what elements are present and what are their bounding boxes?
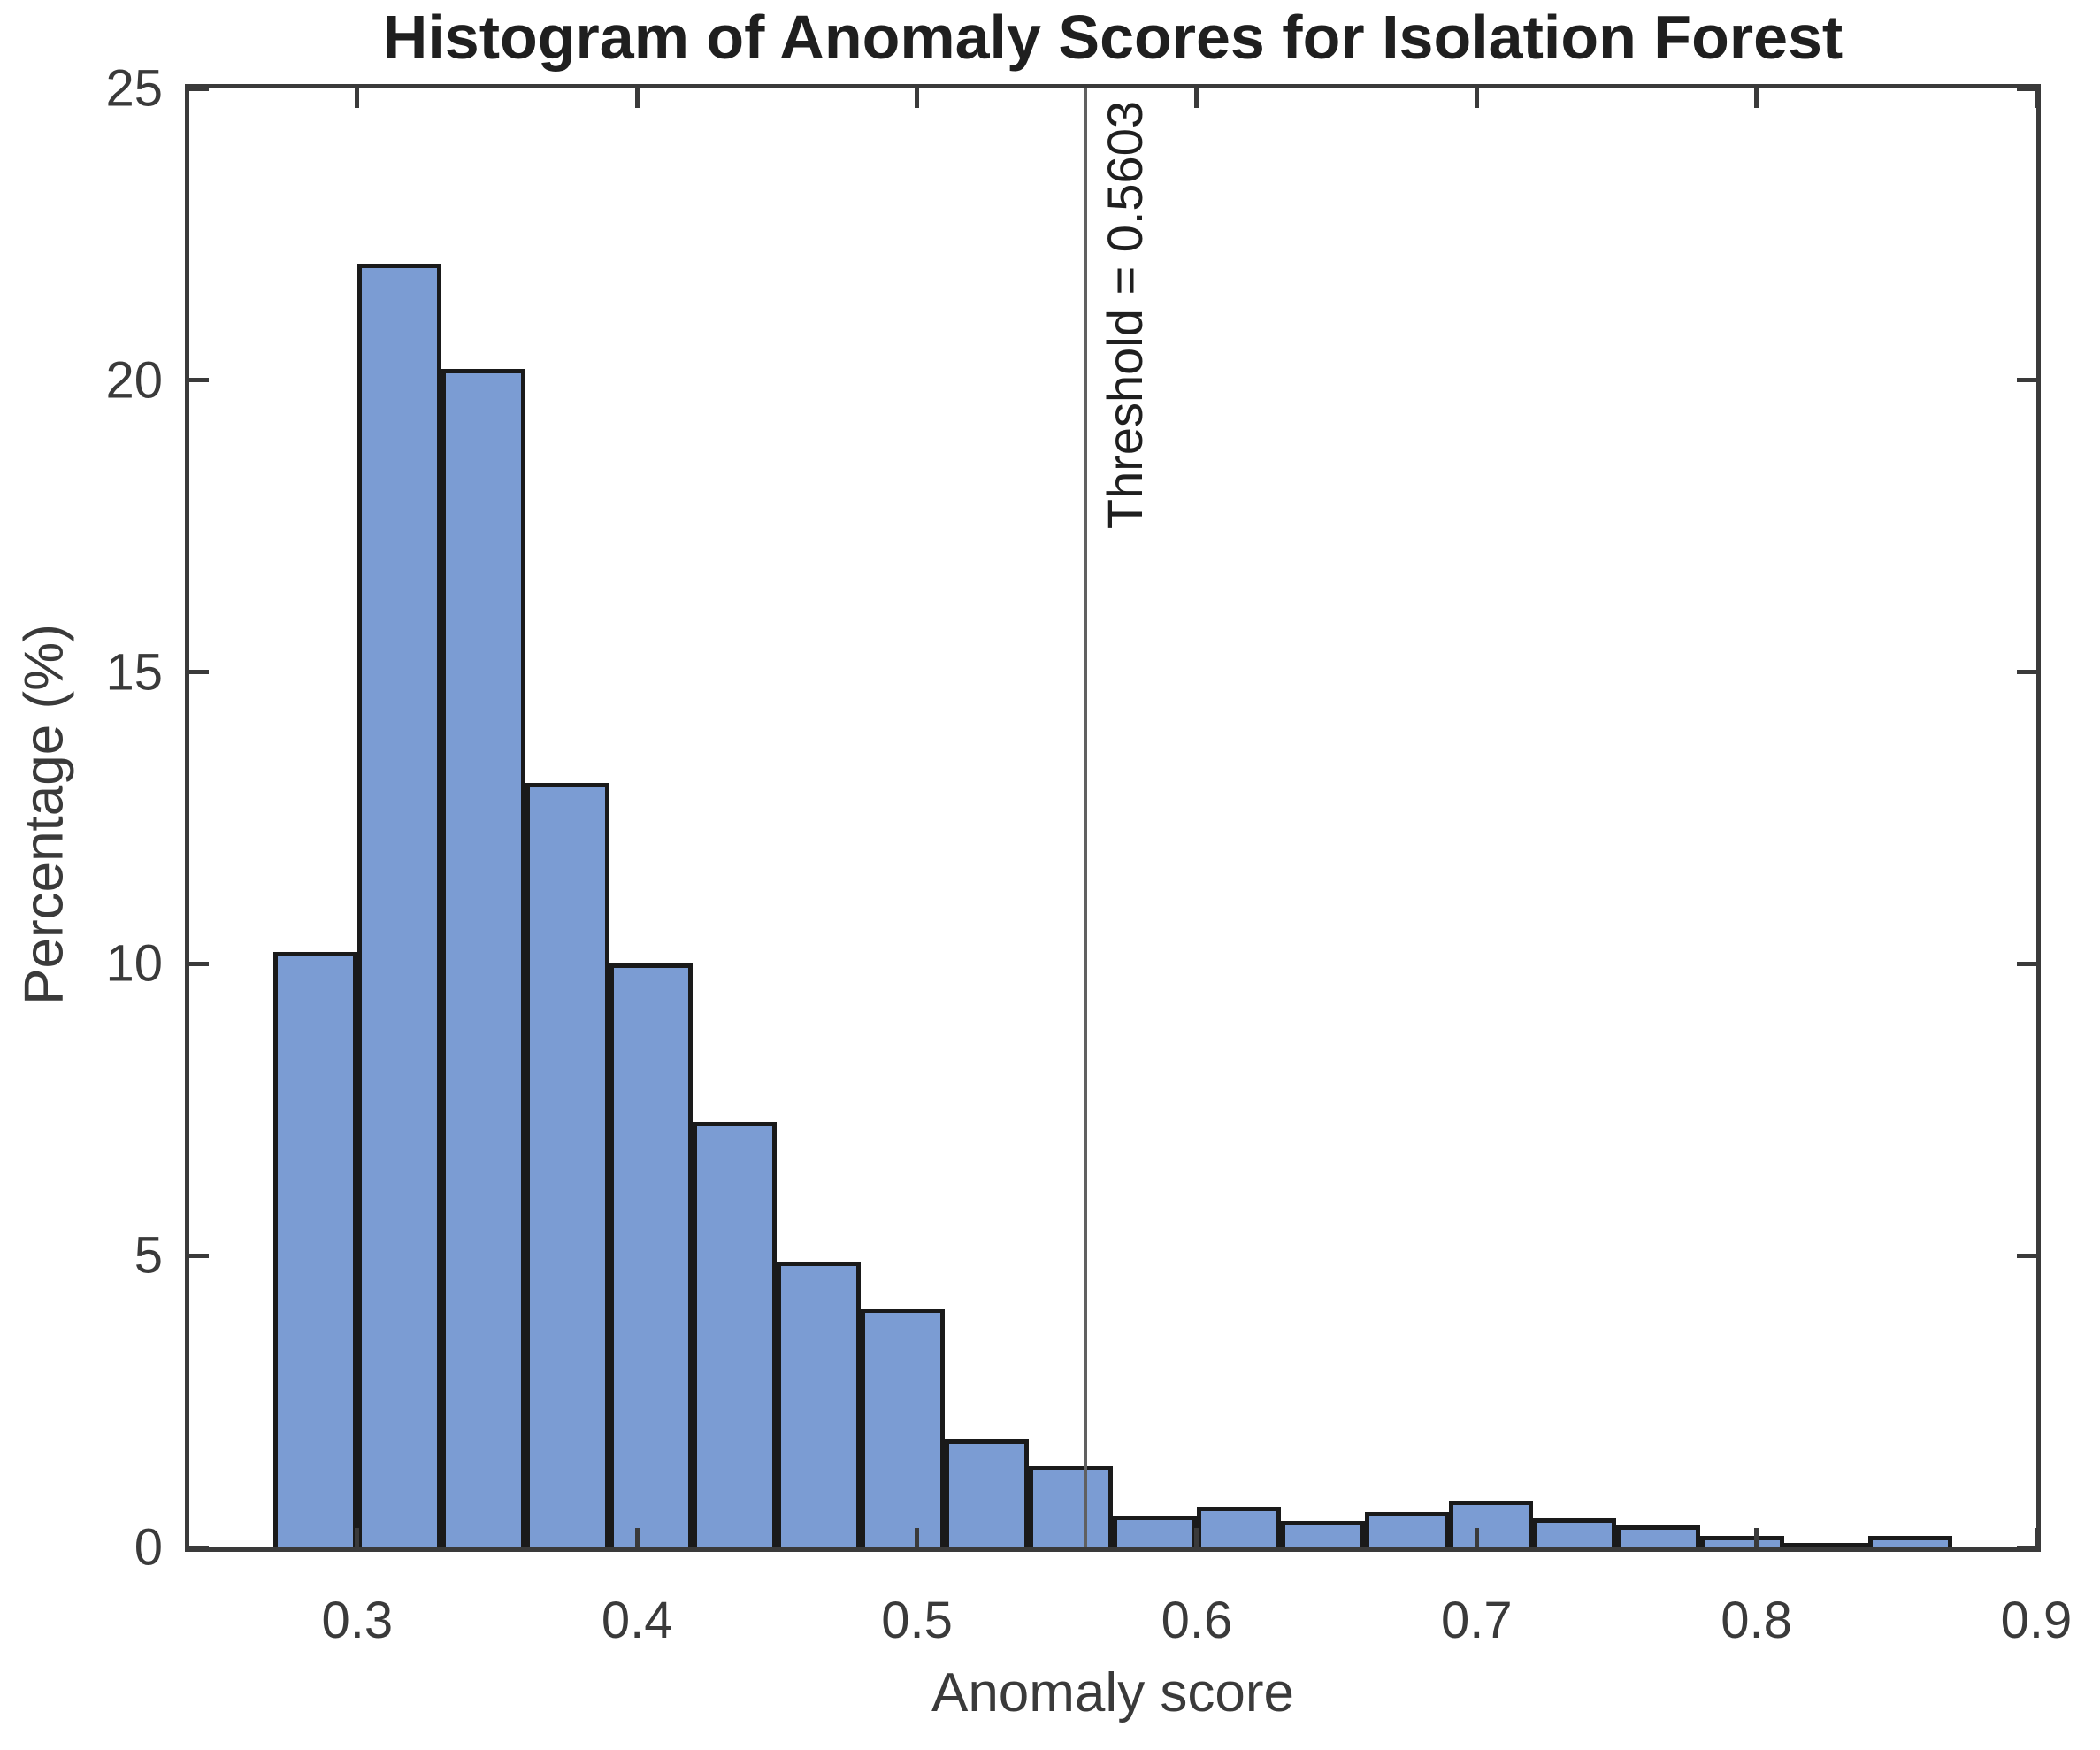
plot-area: Threshold = 0.5603 [185, 84, 2041, 1552]
tick-mark [189, 86, 209, 91]
y-tick-label: 10 [105, 934, 163, 993]
histogram-bar [1784, 1543, 1869, 1547]
x-tick-label: 0.5 [881, 1592, 953, 1649]
chart-title: Histogram of Anomaly Scores for Isolatio… [382, 3, 1843, 72]
x-axis-label: Anomaly score [931, 1662, 1295, 1723]
histogram-bar [1280, 1521, 1365, 1547]
y-tick-label: 15 [105, 643, 163, 702]
histogram-bar [1113, 1515, 1197, 1547]
tick-mark [1194, 88, 1199, 108]
tick-mark [1474, 88, 1479, 108]
threshold-label: Threshold = 0.5603 [1097, 101, 1153, 530]
histogram-bar [1029, 1465, 1113, 1547]
histogram-bar [945, 1439, 1030, 1547]
tick-mark [2017, 670, 2036, 675]
histogram-bar [1532, 1518, 1617, 1547]
x-tick-label: 0.3 [321, 1592, 394, 1649]
tick-mark [1754, 1528, 1759, 1547]
tick-mark [2034, 1528, 2039, 1547]
x-tick-label: 0.9 [2000, 1592, 2073, 1649]
x-tick-label: 0.8 [1721, 1592, 1792, 1649]
tick-mark [2017, 378, 2036, 383]
y-tick-label: 5 [134, 1226, 163, 1285]
tick-mark [915, 88, 920, 108]
x-tick-label: 0.4 [601, 1592, 673, 1649]
histogram-bar [525, 782, 609, 1547]
threshold-line [1084, 88, 1088, 1547]
histogram-bar [1448, 1501, 1533, 1547]
x-tick-label: 0.7 [1440, 1592, 1513, 1649]
tick-mark [1474, 1528, 1479, 1547]
tick-mark [189, 670, 209, 675]
histogram-bar [1700, 1535, 1785, 1547]
histogram-bar [1364, 1512, 1449, 1547]
tick-mark [355, 1528, 360, 1547]
x-tick-label: 0.6 [1161, 1592, 1233, 1649]
tick-mark [355, 88, 360, 108]
histogram-bar [861, 1308, 946, 1547]
tick-mark [2034, 88, 2039, 108]
tick-mark [1754, 88, 1759, 108]
tick-mark [2017, 86, 2036, 91]
tick-mark [634, 1528, 640, 1547]
histogram-bar [272, 952, 357, 1547]
tick-mark [189, 1545, 209, 1550]
histogram-bar [1868, 1535, 1953, 1547]
y-tick-label: 25 [105, 59, 163, 118]
y-tick-label: 20 [105, 351, 163, 410]
histogram-bar [693, 1121, 778, 1547]
histogram-bar [777, 1261, 862, 1547]
tick-mark [2017, 1545, 2036, 1550]
tick-mark [1194, 1528, 1199, 1547]
y-tick-label: 0 [134, 1518, 163, 1577]
histogram-bar [441, 368, 525, 1547]
tick-mark [189, 961, 209, 966]
tick-mark [634, 88, 640, 108]
histogram-bar [356, 263, 441, 1547]
histogram-bar [1196, 1506, 1281, 1547]
histogram-bar [609, 963, 694, 1547]
tick-mark [189, 1253, 209, 1258]
tick-mark [189, 378, 209, 383]
tick-mark [2017, 1253, 2036, 1258]
y-axis-label: Percentage (%) [13, 623, 75, 1005]
histogram-bar [1616, 1524, 1701, 1547]
tick-mark [2017, 961, 2036, 966]
tick-mark [915, 1528, 920, 1547]
